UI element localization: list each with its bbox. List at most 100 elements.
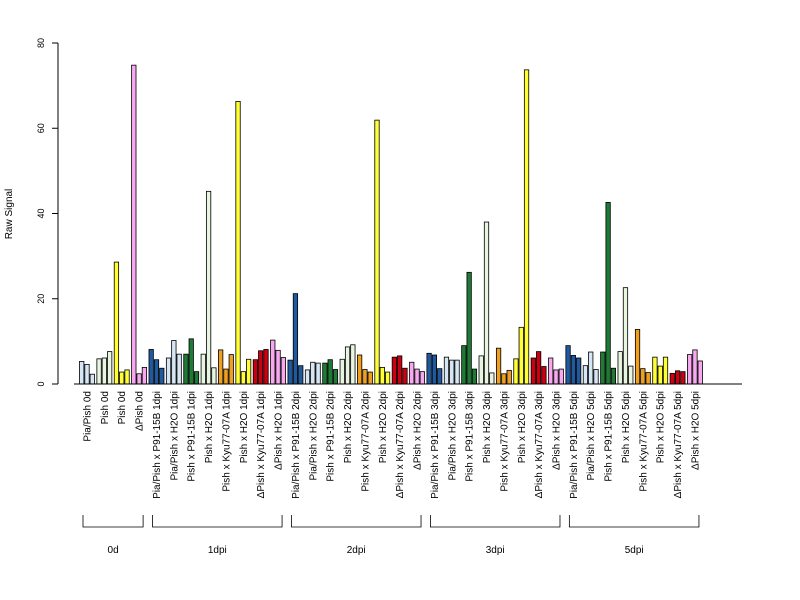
bar [443,356,450,385]
category-label: Pish 0d [100,391,111,424]
bar [304,369,311,385]
group-label: 5dpi [625,545,644,556]
bar [471,368,478,385]
bar [431,354,438,385]
bar [159,367,165,385]
bar [258,350,264,385]
category-label: Pish x P91-15B 1dpi [187,391,198,482]
bar [600,351,606,385]
bar [79,361,85,385]
category-label: Pish x H2O 1dpi [204,391,215,463]
category-label: Pish x H2O 3dpi [517,391,528,463]
bar [153,359,160,385]
y-tick-label: 0 [36,381,46,386]
category-label: Pish x H2O 1dpi [239,391,250,463]
bar [558,368,564,385]
bar [332,369,339,385]
group-bracket [291,515,422,528]
bar [357,354,363,385]
category-label: ΔPish x H2O 2dpi [413,391,424,470]
bar [188,338,194,385]
bar [131,64,137,385]
bar [136,373,142,385]
y-axis: 0 20 40 60 80 [36,38,59,387]
category-label: ΔPish x H2O 1dpi [274,391,285,470]
bar [634,329,641,385]
bar [605,202,611,385]
bar [391,356,397,385]
category-label: Pia/Pish x H2O 3dpi [447,391,458,481]
bar [339,358,345,385]
bar [541,366,547,385]
bar [176,353,182,385]
bar [657,365,663,385]
category-label: Pish x Kyu77-07A 2dpi [360,391,371,492]
bar [397,355,403,385]
bar [662,356,669,385]
bar [228,354,234,385]
bar [350,344,356,385]
y-tick-label: 60 [36,123,46,133]
bar [246,358,252,385]
bar [287,359,293,385]
bar [530,357,536,385]
bar [622,287,629,385]
bar [518,326,524,385]
bar [322,362,328,385]
category-label: ΔPish 0d [135,391,146,431]
bar [107,351,113,385]
category-label: Pish x H2O 5dpi [656,391,667,463]
category-label: ΔPish x H2O 3dpi [551,391,562,470]
category-label: Pish x H2O 2dpi [343,391,354,463]
bar [548,357,554,385]
category-label: ΔPish x H2O 5dpi [690,391,701,470]
bar [124,369,130,385]
bar [570,355,576,385]
group-brackets: 0d 1dpi 2dpi 3dpi 5dpi [82,515,700,556]
bar [419,371,425,385]
bar [414,368,420,385]
bar [553,369,559,385]
bar [593,369,599,385]
bar [200,353,206,385]
group-label: 0d [108,545,119,556]
bar [183,353,189,385]
bar [101,357,107,385]
bar [171,340,177,385]
bar [223,368,229,385]
category-label: Pia/Pish x P91-15B 1dpi [152,391,163,499]
bar [669,372,675,385]
bar [687,354,693,385]
bar [292,293,299,385]
bar [645,372,651,385]
bar [96,358,102,385]
bar [362,369,368,385]
bar [409,361,415,385]
group-bracket [82,515,144,528]
category-label: ΔPish x Kyu77-07A 5dpi [673,391,684,498]
bar [478,355,484,385]
bar [384,371,391,385]
bar [141,366,148,385]
bar [193,371,200,385]
bar [483,221,490,385]
bar [327,359,333,385]
bar [523,69,530,385]
category-label: Pish x Kyu77-07A 1dpi [221,391,232,492]
bar [84,363,90,385]
category-label: ΔPish x Kyu77-07A 1dpi [256,391,267,498]
category-label: Pia/Pish x H2O 1dpi [169,391,180,481]
bar [588,351,594,385]
category-label: Pish x P91-15B 3dpi [465,391,476,482]
bar [674,370,681,385]
bar [536,351,542,385]
category-label: Pia/Pish x H2O 5dpi [586,391,597,481]
bar [692,349,698,385]
category-label: Pish x Kyu77-07A 3dpi [499,391,510,492]
category-label: Pish 0d [117,391,128,424]
bar [379,366,385,385]
bar [310,361,316,385]
bar [449,359,455,385]
bar [610,367,617,385]
